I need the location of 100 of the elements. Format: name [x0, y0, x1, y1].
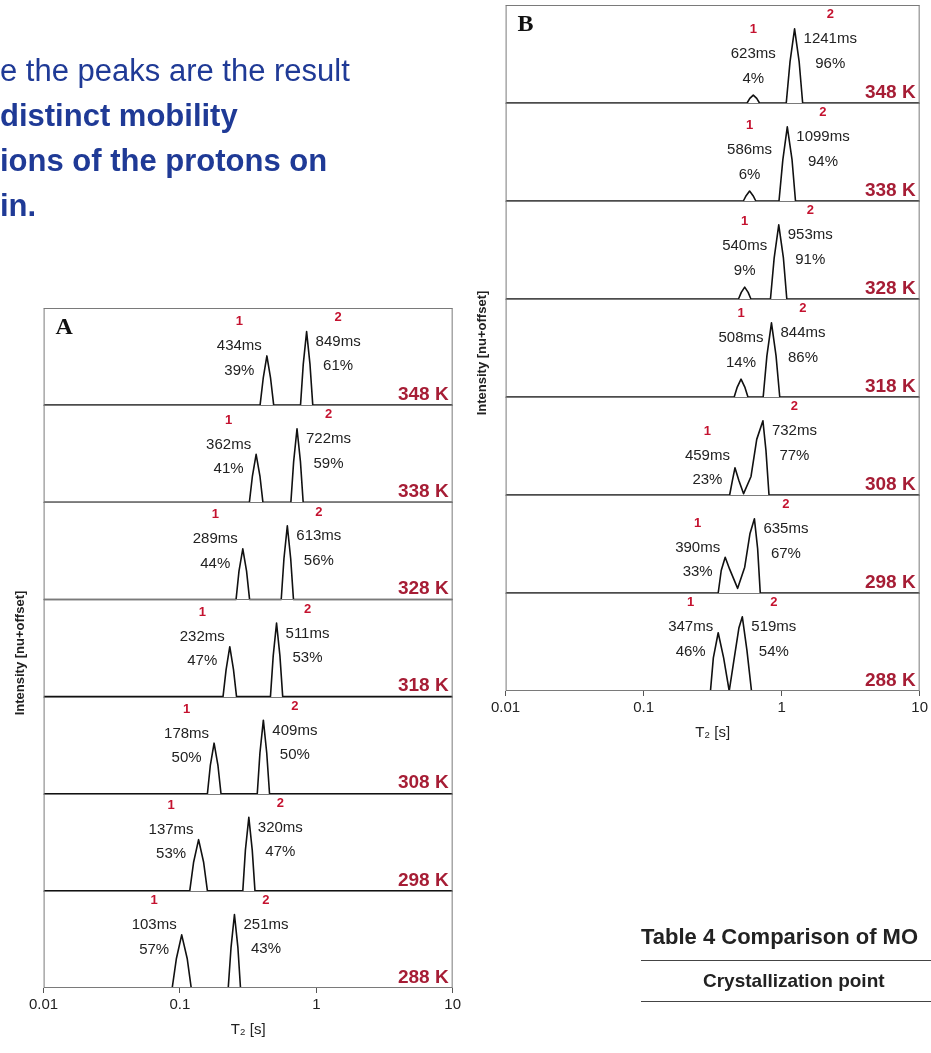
- text: 1: [235, 313, 243, 329]
- annotation: 434ms: [216, 336, 262, 354]
- series-label: 338 K: [397, 480, 449, 502]
- annotation: 67%: [770, 543, 801, 561]
- annotation: 1: [198, 604, 206, 620]
- series-label: 318 K: [864, 374, 916, 396]
- series-label: 298 K: [397, 868, 449, 890]
- annotation: 86%: [787, 347, 818, 365]
- text: Table 4 Comparison of MO: [641, 923, 920, 951]
- annotation: 289ms: [192, 529, 238, 547]
- annotation: 732ms: [771, 421, 817, 439]
- chart-title: A: [55, 313, 74, 340]
- series-label: 328 K: [864, 276, 916, 298]
- annotation: 1: [741, 213, 749, 228]
- annotation: 519ms: [751, 617, 797, 635]
- annotation: 39%: [224, 360, 255, 378]
- annotation: 77%: [779, 445, 810, 463]
- annotation: 1: [749, 20, 757, 36]
- annotation: 96%: [815, 53, 846, 71]
- annotation: 347ms: [668, 617, 714, 635]
- annotation: 1: [737, 305, 745, 321]
- x-axis-title: T₂ [s]: [695, 723, 731, 741]
- annotation: 137ms: [148, 820, 194, 838]
- series-label: 328 K: [397, 577, 449, 599]
- x-tick-label: 10: [911, 698, 928, 716]
- annotation: 2: [315, 503, 323, 519]
- annotation: 232ms: [179, 627, 225, 645]
- annotation: 2: [324, 406, 333, 422]
- annotation: 2: [291, 697, 299, 713]
- annotation: 722ms: [306, 429, 352, 447]
- annotation: 4%: [742, 68, 765, 86]
- annotation: 46%: [675, 641, 706, 659]
- annotation: 53%: [292, 647, 323, 665]
- annotation: 586ms: [727, 140, 773, 158]
- annotation: 362ms: [206, 434, 252, 452]
- text: 2: [826, 6, 834, 22]
- annotation: 1: [703, 422, 712, 438]
- annotation: 50%: [171, 747, 202, 765]
- annotation: 2: [799, 300, 807, 316]
- annotation: 47%: [187, 651, 218, 669]
- annotation: 459ms: [684, 445, 730, 463]
- x-tick-label: 0.1: [169, 995, 191, 1013]
- annotation: 2: [770, 594, 778, 610]
- annotation: 635ms: [763, 519, 809, 537]
- annotation: 2: [276, 795, 284, 811]
- text: ions of the protons on: [0, 142, 329, 180]
- annotation: 613ms: [296, 526, 342, 544]
- annotation: 1: [745, 116, 754, 132]
- annotation: 1: [225, 411, 233, 427]
- annotation: 2: [819, 104, 827, 120]
- annotation: 1: [211, 506, 219, 522]
- annotation: 23%: [692, 470, 723, 488]
- x-tick-label: 10: [444, 995, 461, 1013]
- x-tick-label: 0.1: [633, 698, 655, 716]
- annotation: 91%: [795, 249, 826, 267]
- annotation: 178ms: [164, 723, 210, 741]
- text: 2: [334, 309, 342, 325]
- annotation: 47%: [265, 842, 296, 860]
- series-label: 288 K: [864, 668, 916, 690]
- series-label: 288 K: [397, 965, 449, 987]
- annotation: 41%: [213, 459, 244, 477]
- annotation: 53%: [156, 844, 187, 862]
- x-tick-label: 1: [777, 698, 786, 716]
- annotation: 44%: [200, 553, 231, 571]
- text: distinct mobility: [0, 97, 239, 135]
- annotation: 251ms: [243, 915, 289, 932]
- series-label: 338 K: [864, 178, 916, 200]
- annotation: 320ms: [257, 817, 303, 835]
- annotation: 2: [806, 202, 814, 218]
- annotation: 56%: [303, 550, 334, 568]
- annotation: 33%: [682, 562, 713, 580]
- x-tick-label: 1: [312, 995, 321, 1013]
- annotation: 94%: [807, 151, 838, 169]
- series-label: 348 K: [397, 382, 449, 404]
- annotation: 6%: [738, 164, 761, 182]
- annotation: 1099ms: [796, 127, 850, 145]
- annotation: 59%: [313, 453, 344, 471]
- annotation: 57%: [139, 939, 170, 957]
- chart-title: B: [517, 10, 534, 37]
- annotation: 1: [150, 892, 158, 908]
- series-label: 348 K: [864, 80, 916, 102]
- annotation: 54%: [758, 641, 789, 659]
- annotation: 2: [262, 892, 270, 908]
- series-label: 308 K: [864, 472, 916, 494]
- annotation: 9%: [733, 260, 756, 278]
- annotation: 50%: [279, 745, 310, 762]
- annotation: 849ms: [315, 332, 361, 350]
- series-label: 308 K: [397, 771, 449, 793]
- y-axis-title: Intensity [nu+offset]: [473, 290, 489, 415]
- annotation: 953ms: [787, 225, 833, 243]
- x-tick-label: 0.01: [29, 995, 59, 1013]
- y-axis-title: Intensity [nu+offset]: [11, 590, 27, 715]
- text: Crystallization point: [702, 969, 886, 993]
- annotation: 2: [782, 496, 790, 512]
- annotation: 103ms: [131, 915, 177, 933]
- x-axis-title: T₂ [s]: [230, 1020, 266, 1038]
- annotation: 623ms: [730, 44, 776, 62]
- annotation: 540ms: [722, 236, 768, 254]
- annotation: 390ms: [675, 537, 721, 555]
- annotation: 508ms: [718, 328, 764, 346]
